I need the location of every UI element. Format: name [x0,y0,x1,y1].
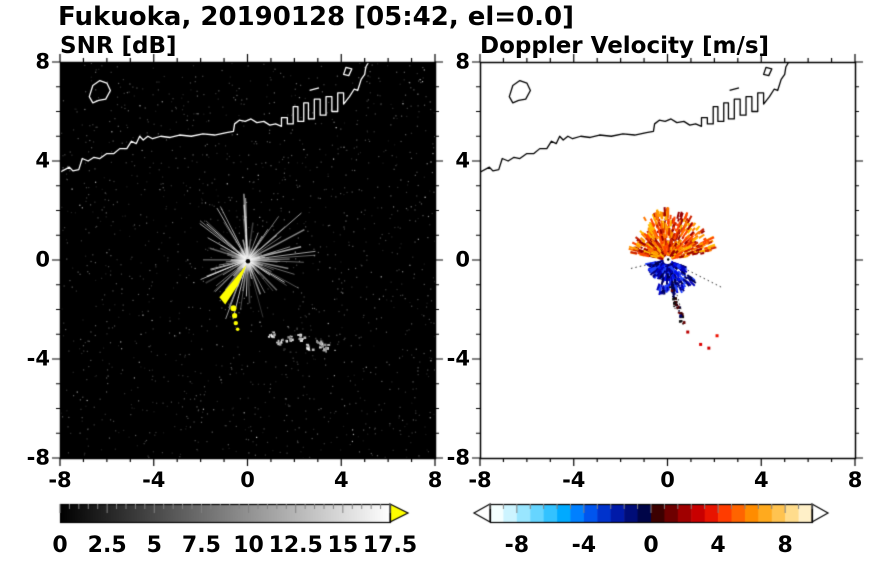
velocity-panel [480,62,855,458]
snr-colorbar [60,504,408,522]
snr-panel-title: SNR [dB] [60,33,177,59]
velocity-colorbar [474,504,828,522]
velocity-panel-title: Doppler Velocity [m/s] [480,33,770,59]
figure-title: Fukuoka, 20190128 [05:42, el=0.0] [58,2,575,32]
snr-panel [60,62,435,458]
